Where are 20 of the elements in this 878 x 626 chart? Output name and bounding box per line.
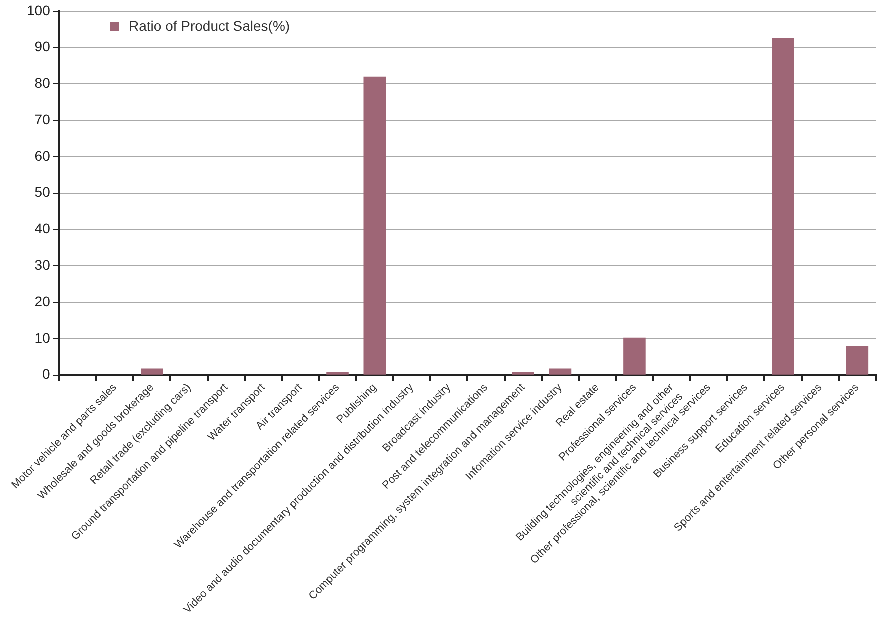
bar xyxy=(512,372,534,375)
y-tick-label: 60 xyxy=(34,148,51,164)
bar xyxy=(846,346,869,375)
bar xyxy=(326,372,349,375)
y-tick-label: 10 xyxy=(34,330,51,346)
bar xyxy=(141,368,164,375)
y-tick-label: 30 xyxy=(34,257,51,274)
y-tick-label: 50 xyxy=(34,184,51,200)
bar xyxy=(364,76,386,375)
y-tick-label: 80 xyxy=(34,75,51,92)
legend-label: Ratio of Product Sales(%) xyxy=(129,18,290,34)
y-tick-label: 70 xyxy=(34,111,51,128)
y-tick-label: 40 xyxy=(34,220,51,237)
y-tick-label: 0 xyxy=(42,366,51,382)
y-tick-label: 100 xyxy=(27,2,51,18)
y-tick-label: 20 xyxy=(34,293,51,310)
bar xyxy=(772,38,794,375)
bar xyxy=(624,338,646,375)
bar xyxy=(549,368,572,375)
y-tick-label: 90 xyxy=(34,38,51,55)
